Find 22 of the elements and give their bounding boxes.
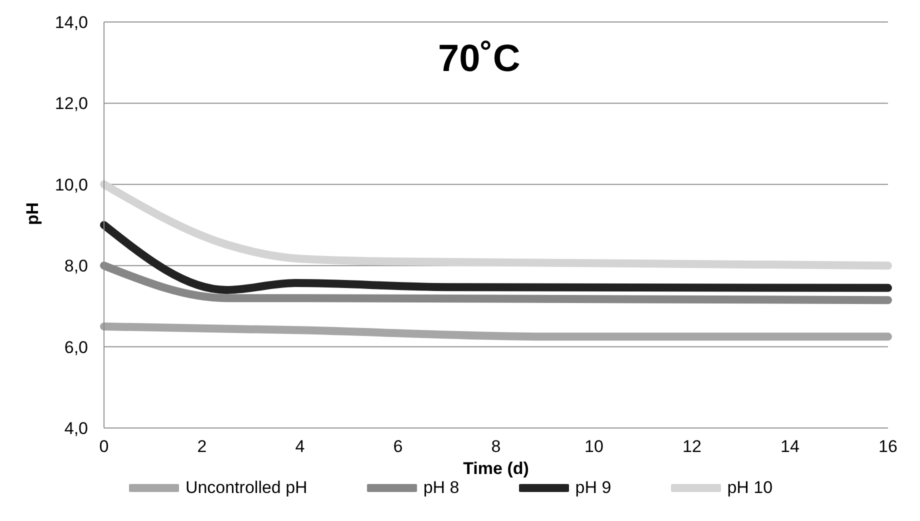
x-tick-label: 14 <box>780 437 800 456</box>
x-tick-label: 0 <box>99 437 109 456</box>
y-tick-label: 6,0 <box>64 338 88 357</box>
x-axis-title: Time (d) <box>463 459 529 478</box>
legend-label: Uncontrolled pH <box>185 478 308 498</box>
legend-label: pH 10 <box>727 478 773 498</box>
y-tick-label: 8,0 <box>64 256 88 276</box>
x-tick-label: 10 <box>584 437 604 456</box>
x-tick-label: 8 <box>491 437 501 456</box>
y-tick-label: 10,0 <box>54 175 88 194</box>
y-tick-label: 4,0 <box>64 419 88 438</box>
y-tick-label: 12,0 <box>54 94 88 114</box>
y-tick-label: 14,0 <box>54 13 88 32</box>
legend-label: pH 9 <box>575 478 612 498</box>
x-tick-label: 16 <box>878 437 898 456</box>
y-axis-title: pH <box>23 202 42 225</box>
chart-title: 70˚C <box>438 38 520 81</box>
x-tick-label: 12 <box>682 437 702 456</box>
legend-label: pH 8 <box>423 478 460 498</box>
x-tick-label: 6 <box>393 437 403 456</box>
x-tick-label: 2 <box>197 437 207 456</box>
x-tick-label: 4 <box>295 437 305 456</box>
